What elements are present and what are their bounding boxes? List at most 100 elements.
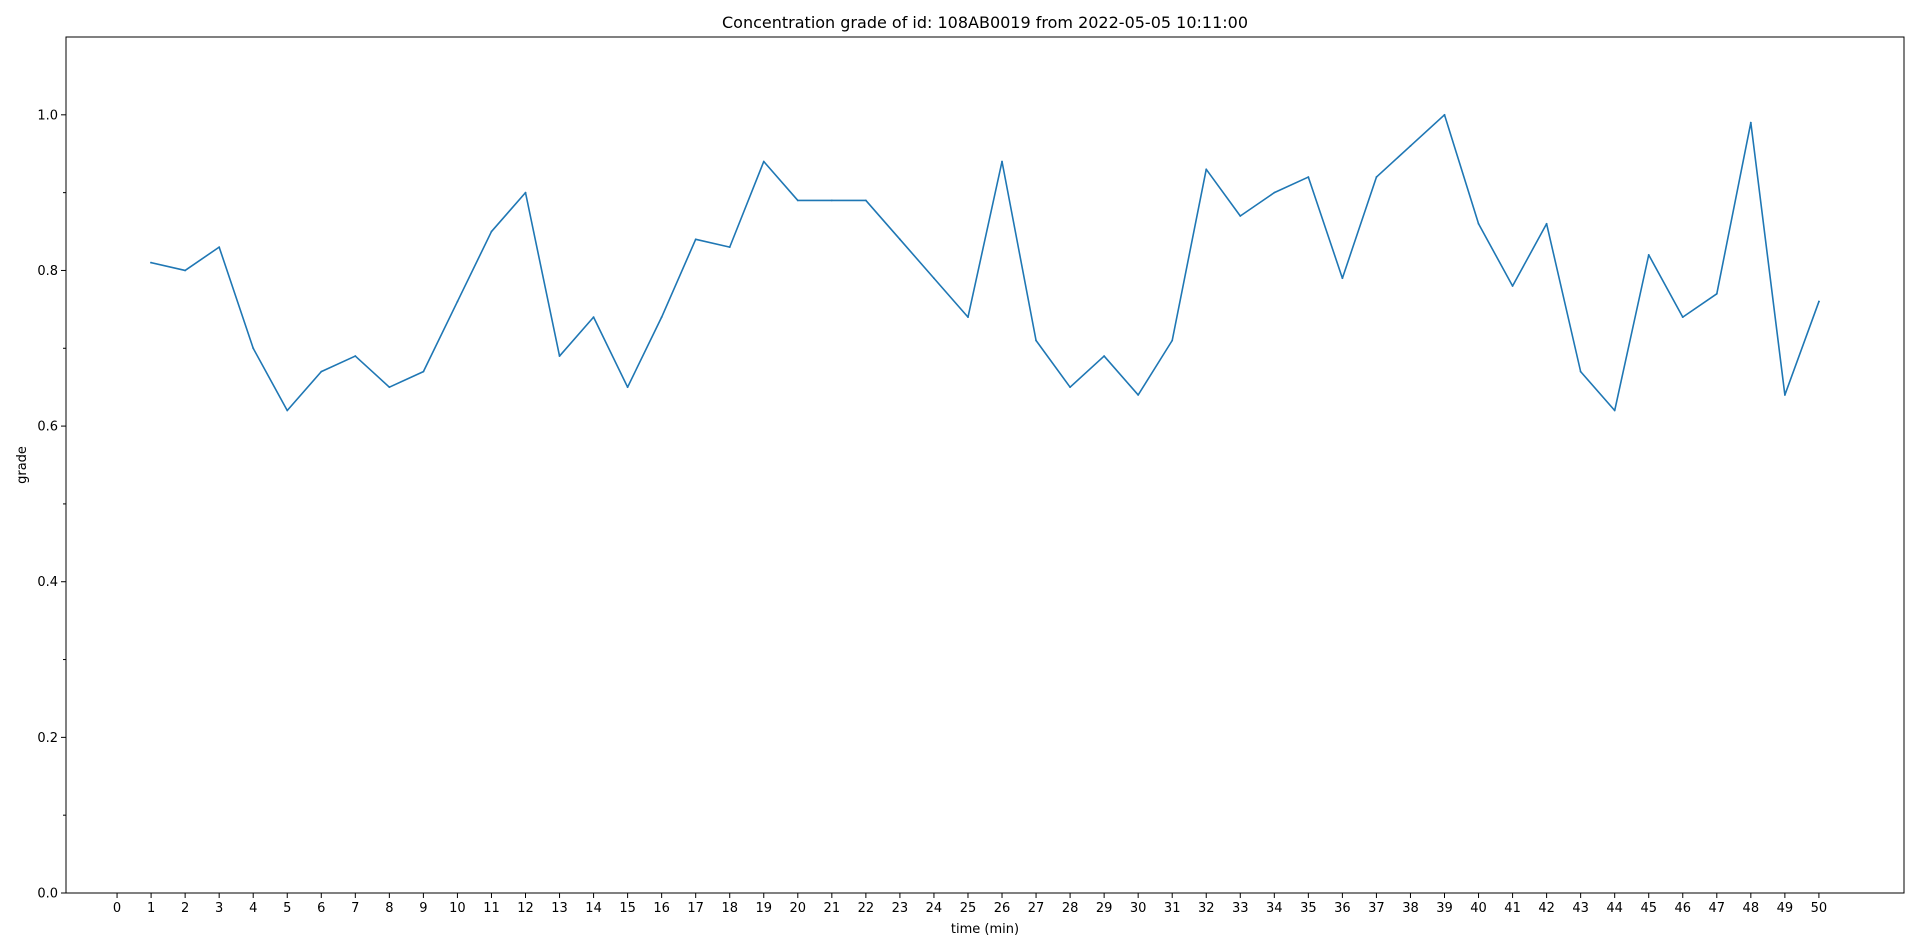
x-tick-label: 24 [926, 901, 943, 916]
x-tick-label: 48 [1743, 901, 1760, 916]
x-tick-label: 47 [1709, 901, 1726, 916]
x-tick-label: 13 [551, 901, 568, 916]
data-point [1545, 222, 1548, 225]
data-point [1715, 292, 1718, 295]
data-point [1341, 277, 1344, 280]
y-tick-label: 0.4 [37, 575, 58, 590]
x-tick-label: 4 [249, 901, 257, 916]
series-line [150, 114, 1820, 412]
data-point [830, 199, 833, 202]
data-point [1001, 160, 1003, 163]
series-group [150, 113, 1820, 412]
x-tick-label: 50 [1811, 901, 1828, 916]
y-tick-label: 0.6 [37, 420, 58, 435]
data-point [1307, 176, 1310, 178]
data-point [1443, 113, 1446, 116]
x-tick-label: 37 [1368, 901, 1385, 916]
y-tick-label: 1.0 [37, 108, 58, 123]
chart-title: Concentration grade of id: 108AB0019 fro… [722, 13, 1248, 32]
x-tick-label: 3 [215, 901, 223, 916]
data-point [1511, 285, 1514, 287]
data-point [967, 316, 969, 319]
data-point [218, 246, 221, 249]
data-point [1239, 215, 1242, 217]
x-tick-label: 39 [1436, 901, 1453, 916]
data-point [422, 370, 425, 373]
data-point [1818, 300, 1820, 303]
x-tick-label: 45 [1640, 901, 1657, 916]
x-tick-label: 2 [181, 901, 189, 916]
x-tick-label: 27 [1028, 901, 1045, 916]
x-tick-label: 23 [892, 901, 909, 916]
x-tick-label: 40 [1470, 901, 1487, 916]
data-point [490, 230, 493, 233]
data-point [320, 370, 323, 373]
x-tick-label: 14 [585, 901, 602, 916]
x-tick-label: 41 [1504, 901, 1521, 916]
data-point [694, 238, 697, 241]
y-tick-label: 0.8 [37, 264, 58, 279]
data-point [558, 355, 561, 357]
data-point [1035, 339, 1037, 342]
data-point [728, 246, 731, 249]
data-point [388, 386, 391, 389]
x-tick-label: 42 [1538, 901, 1555, 916]
y-tick-label: 0.2 [37, 731, 58, 746]
x-tick-label: 19 [755, 901, 772, 916]
x-tick-label: 12 [517, 901, 534, 916]
x-tick-label: 5 [283, 901, 291, 916]
x-tick-label: 1 [147, 901, 155, 916]
data-point [1069, 386, 1071, 389]
data-point [286, 409, 289, 412]
data-point [1681, 316, 1684, 319]
x-tick-label: 21 [824, 901, 841, 916]
x-axis: 0 1 2 3 4 5 6 7 8 9 10 11 12 13 14 15 16 17 18 19 20 21 22 23 24… [113, 893, 1827, 916]
data-point [1613, 409, 1616, 412]
x-tick-label: 22 [858, 901, 875, 916]
x-tick-label: 26 [994, 901, 1011, 916]
data-point [354, 355, 357, 357]
x-tick-label: 32 [1198, 901, 1215, 916]
x-tick-label: 36 [1334, 901, 1351, 916]
x-tick-label: 20 [790, 901, 807, 916]
x-tick-label: 8 [385, 901, 393, 916]
x-tick-label: 7 [351, 901, 359, 916]
data-point [1749, 121, 1752, 124]
data-point [660, 316, 663, 319]
data-point [1375, 176, 1378, 178]
data-point [626, 386, 629, 389]
x-tick-label: 29 [1096, 901, 1113, 916]
data-point [1783, 394, 1786, 396]
data-point [864, 199, 867, 202]
x-tick-label: 6 [317, 901, 325, 916]
data-point [1409, 145, 1412, 147]
data-point [1579, 370, 1582, 373]
data-point [184, 269, 187, 272]
x-tick-label: 25 [960, 901, 977, 916]
x-tick-label: 33 [1232, 901, 1249, 916]
data-point [1171, 339, 1174, 342]
x-tick-label: 0 [113, 901, 121, 916]
data-point [1205, 168, 1208, 171]
x-tick-label: 10 [449, 901, 466, 916]
x-tick-label: 38 [1402, 901, 1419, 916]
data-point [1103, 355, 1106, 357]
y-axis: 0.0 0.2 0.4 0.6 0.8 1.0 [37, 108, 66, 902]
data-point [933, 277, 935, 280]
data-point [456, 300, 459, 303]
data-point [150, 261, 152, 264]
x-tick-label: 30 [1130, 901, 1147, 916]
data-point [592, 316, 595, 319]
x-tick-label: 18 [721, 901, 738, 916]
x-tick-label: 31 [1164, 901, 1181, 916]
y-tick-label: 0.0 [37, 887, 58, 902]
data-point [1477, 222, 1480, 225]
plot-frame [65, 36, 1905, 894]
y-axis-title: grade [15, 446, 30, 484]
x-tick-label: 44 [1606, 901, 1623, 916]
data-point [1647, 253, 1650, 256]
x-tick-label: 15 [619, 901, 636, 916]
data-point [1137, 394, 1140, 396]
x-tick-label: 28 [1062, 901, 1079, 916]
data-point [762, 160, 765, 163]
